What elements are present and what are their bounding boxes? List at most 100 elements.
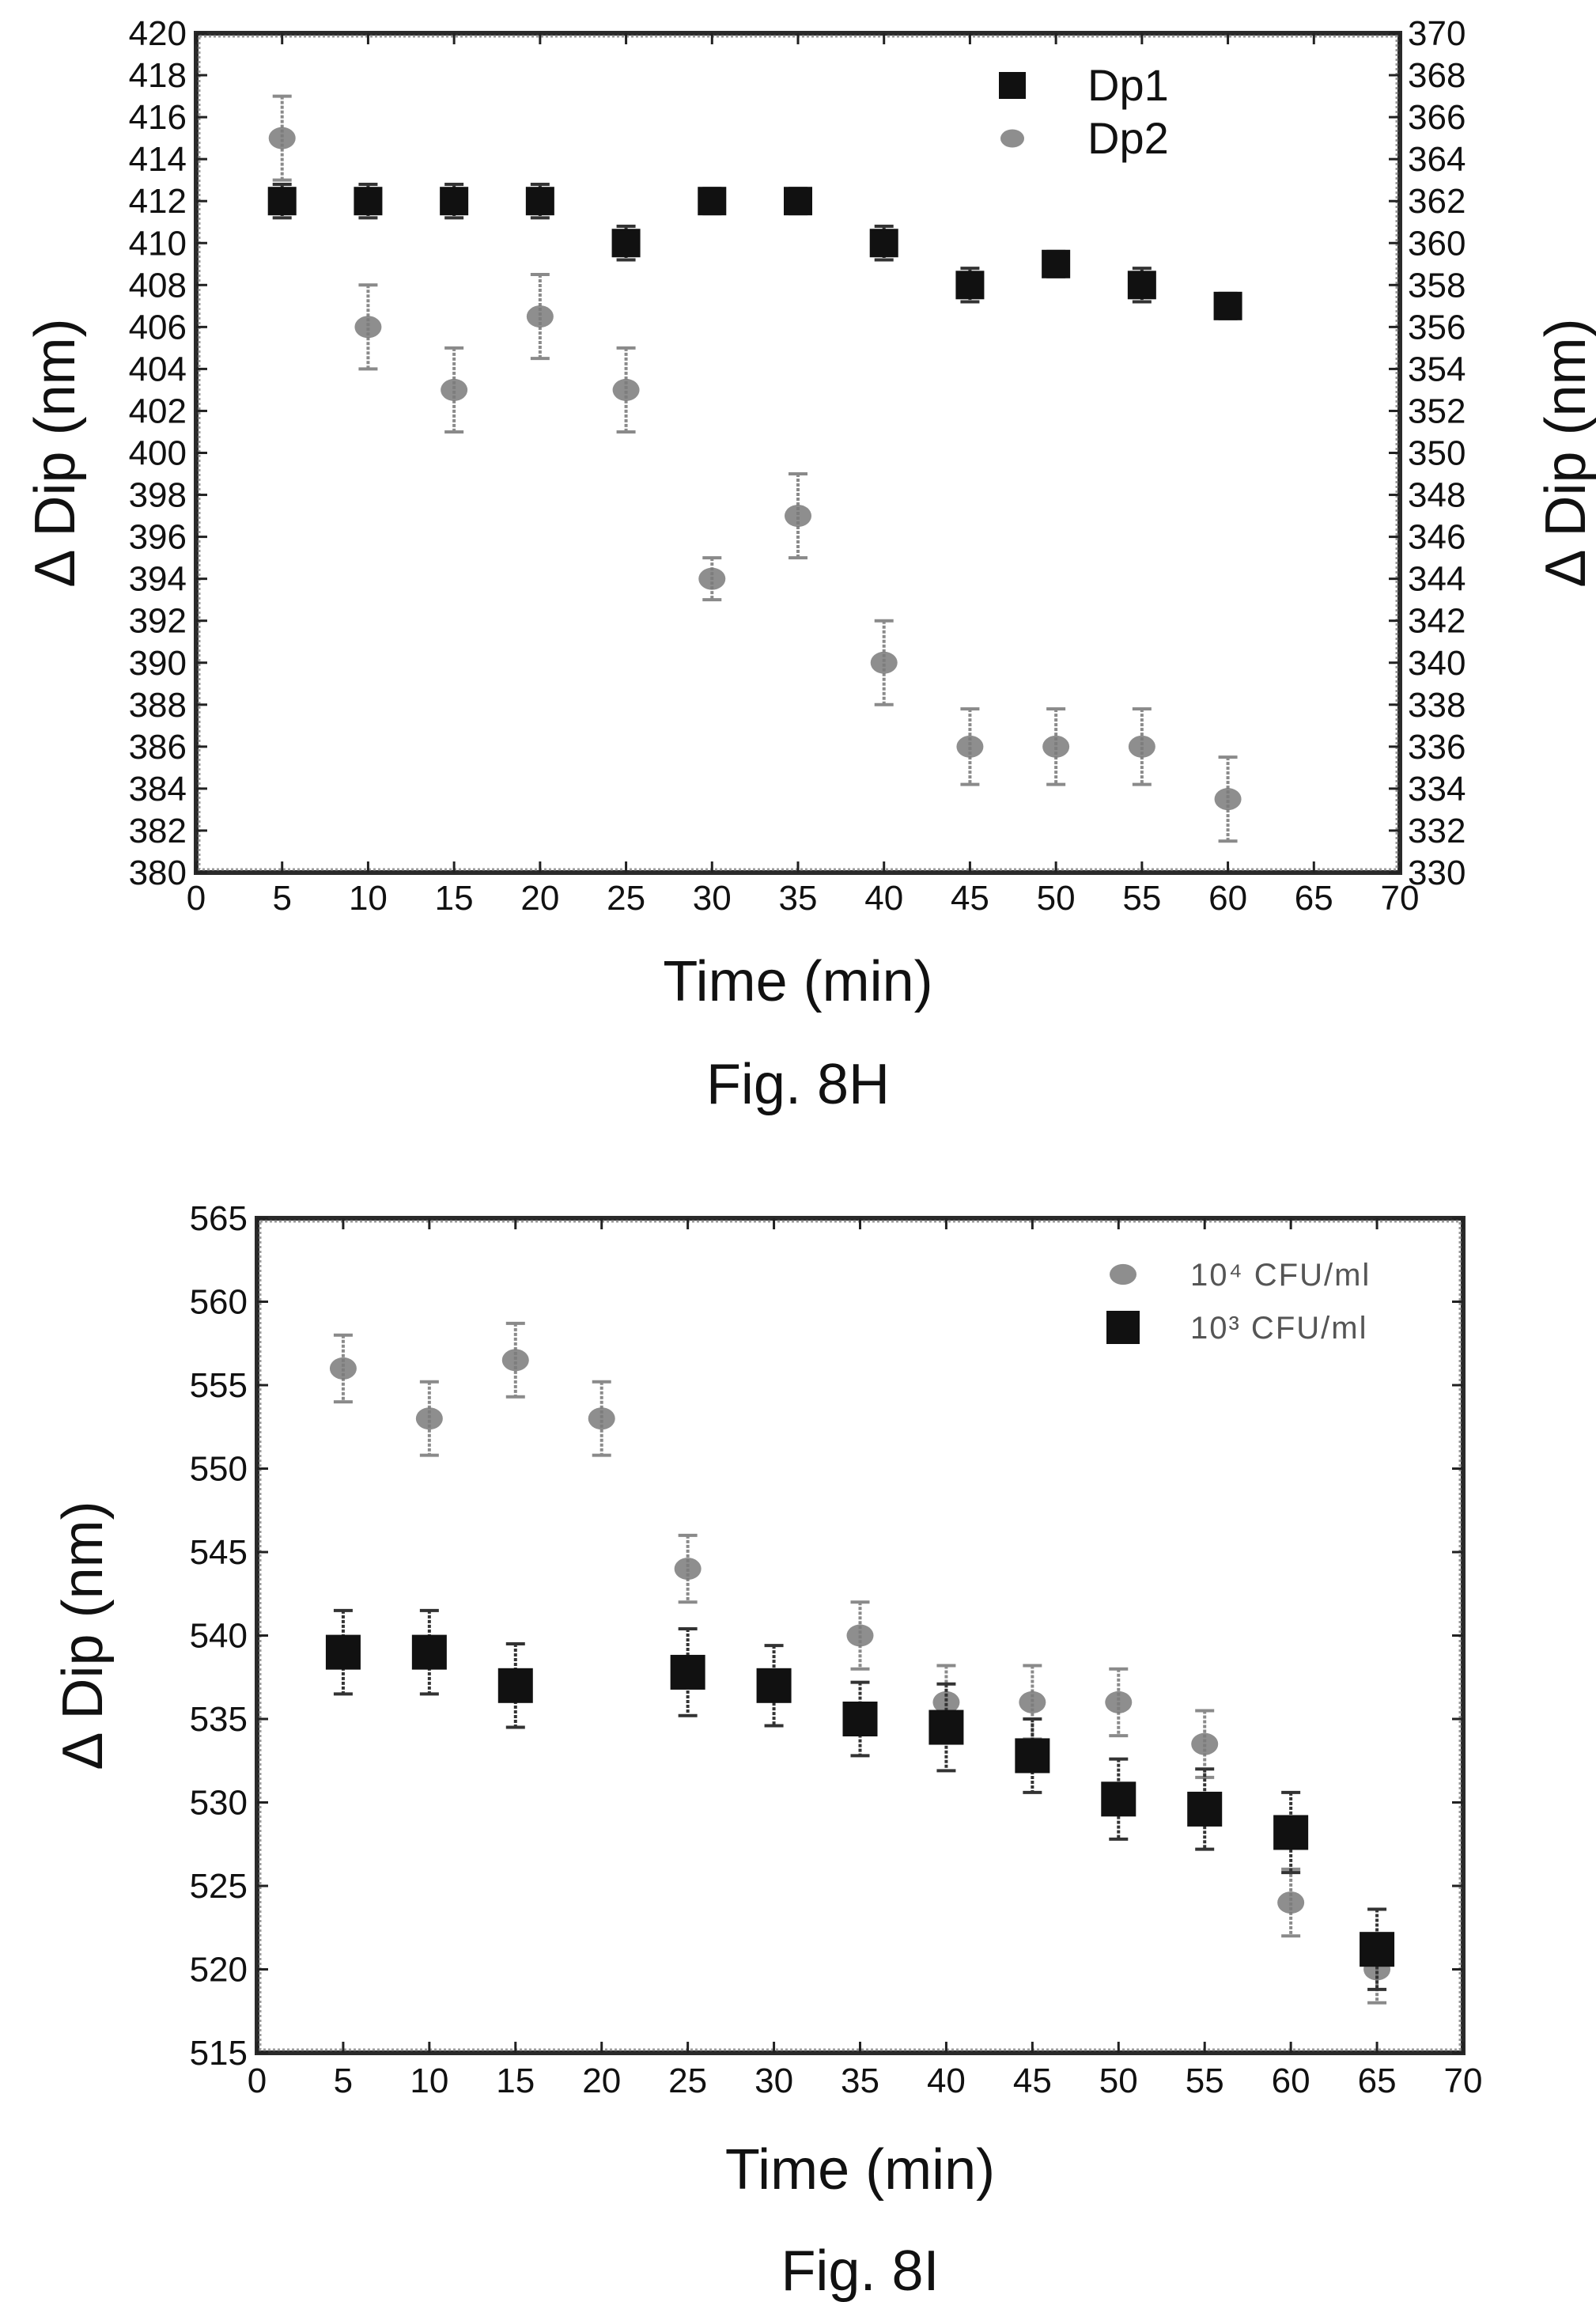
data-point-circle [415, 1407, 443, 1430]
x-tick-label: 10 [410, 2062, 448, 2100]
x-tick-label: 45 [1013, 2062, 1052, 2100]
y-tick-label: 406 [129, 308, 187, 346]
x-tick-label: 20 [582, 2062, 621, 2100]
data-point-circle [441, 378, 468, 401]
y2-tick-label: 362 [1408, 182, 1466, 221]
x-tick-label: 5 [334, 2062, 353, 2100]
x-tick-label: 65 [1295, 879, 1333, 918]
data-point-square [1273, 1815, 1309, 1850]
y-tick-label: 515 [190, 2034, 248, 2073]
y-tick-label: 400 [129, 434, 187, 473]
legend-marker-square [999, 72, 1026, 99]
x-tick-label: 0 [187, 879, 206, 918]
y-axis-title: Δ Dip (nm) [24, 318, 87, 587]
data-point-circle [1105, 1691, 1133, 1713]
y2-tick-label: 336 [1408, 728, 1466, 767]
y-tick-label: 392 [129, 602, 187, 641]
y-axis-title: Δ Dip (nm) [51, 1501, 115, 1770]
y2-tick-label: 334 [1408, 770, 1466, 808]
legend-marker-circle [1110, 1263, 1136, 1285]
y-tick-label: 414 [129, 140, 187, 179]
data-point-circle [674, 1558, 702, 1581]
data-point-square [756, 1668, 792, 1703]
x-tick-label: 60 [1272, 2062, 1310, 2100]
data-point-square [411, 1634, 447, 1670]
x-axis-title: Time (min) [663, 950, 932, 1013]
data-point-circle [526, 305, 554, 328]
legend-label: Dp2 [1087, 113, 1169, 163]
x-tick-label: 25 [607, 879, 645, 918]
y2-tick-label: 370 [1408, 14, 1466, 53]
data-point-square [1015, 1738, 1050, 1774]
data-point-square [440, 187, 469, 216]
y-tick-label: 412 [129, 182, 187, 221]
x-tick-label: 40 [864, 879, 903, 918]
y-tick-label: 550 [190, 1450, 248, 1489]
y-tick-label: 530 [190, 1784, 248, 1823]
data-point-circle [1128, 735, 1155, 758]
data-point-circle [956, 735, 984, 758]
y-tick-label: 390 [129, 644, 187, 683]
x-tick-label: 0 [248, 2062, 267, 2100]
y-tick-label: 382 [129, 812, 187, 850]
y2-tick-label: 366 [1408, 98, 1466, 137]
y-tick-label: 540 [190, 1617, 248, 1656]
legend-label: 10³ CFU/ml [1190, 1311, 1367, 1346]
figure-caption: Fig. 8I [781, 2240, 939, 2302]
x-tick-label: 25 [668, 2062, 707, 2100]
x-tick-label: 10 [349, 879, 388, 918]
y-tick-label: 560 [190, 1283, 248, 1322]
y2-tick-label: 360 [1408, 224, 1466, 263]
data-point-circle [268, 127, 296, 150]
y2-tick-label: 358 [1408, 266, 1466, 305]
y-tick-label: 535 [190, 1700, 248, 1739]
legend-marker-circle [1000, 129, 1024, 148]
y-tick-label: 418 [129, 56, 187, 95]
y2-tick-label: 330 [1408, 854, 1466, 892]
data-point-square [497, 1668, 533, 1703]
plot-frame [194, 31, 1402, 875]
series-2 [325, 1608, 1395, 1991]
series-2 [268, 94, 1242, 843]
y-tick-label: 386 [129, 728, 187, 767]
x-tick-label: 35 [779, 879, 818, 918]
x-tick-label: 45 [951, 879, 989, 918]
figure-caption: Fig. 8H [706, 1053, 890, 1116]
data-point-square [354, 187, 383, 216]
x-tick-label: 55 [1186, 2062, 1224, 2100]
y-tick-label: 520 [190, 1951, 248, 1990]
y-tick-label: 396 [129, 518, 187, 557]
y2-tick-label: 364 [1408, 140, 1466, 179]
legend-marker-square [1106, 1311, 1140, 1344]
data-point-square [1101, 1781, 1136, 1817]
data-point-square [1042, 249, 1071, 278]
series-1 [267, 182, 1242, 320]
x-tick-label: 20 [520, 879, 559, 918]
data-point-square [1127, 271, 1156, 300]
x-tick-label: 40 [927, 2062, 966, 2100]
y-tick-label: 408 [129, 266, 187, 305]
legend-label: 10⁴ CFU/ml [1190, 1258, 1371, 1293]
y2-tick-label: 332 [1408, 812, 1466, 850]
y2-tick-label: 354 [1408, 350, 1466, 388]
data-point-circle [1214, 788, 1242, 811]
x-tick-label: 65 [1358, 2062, 1397, 2100]
y-tick-label: 416 [129, 98, 187, 137]
x-tick-label: 50 [1037, 879, 1076, 918]
data-point-square [842, 1702, 878, 1736]
x-tick-label: 70 [1381, 879, 1420, 918]
data-point-square [1187, 1791, 1223, 1827]
data-point-circle [588, 1407, 615, 1430]
data-point-circle [698, 567, 726, 590]
data-point-square [525, 187, 554, 216]
data-point-circle [785, 505, 811, 528]
x-tick-label: 55 [1122, 879, 1161, 918]
y2-tick-label: 340 [1408, 644, 1466, 683]
y-tick-label: 402 [129, 392, 187, 430]
data-point-circle [501, 1349, 529, 1372]
x-axis-title: Time (min) [725, 2138, 995, 2202]
y2-tick-label: 352 [1408, 392, 1466, 430]
data-point-square [955, 271, 985, 300]
y2-tick-label: 346 [1408, 518, 1466, 557]
x-tick-label: 30 [755, 2062, 793, 2100]
